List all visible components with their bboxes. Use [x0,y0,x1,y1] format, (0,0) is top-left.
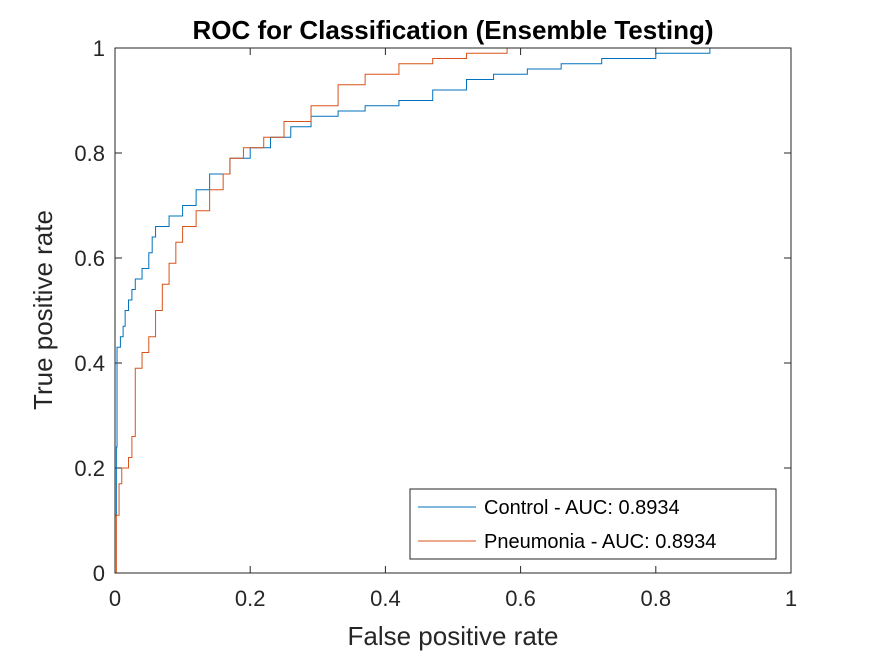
y-axis-label: True positive rate [28,210,58,410]
series-line-pneumonia [115,47,791,574]
x-tick-label: 1 [785,586,797,611]
series-line-control [114,47,791,573]
x-axis-label: False positive rate [348,621,559,651]
y-axis-ticks: 0 0.2 0.4 0.6 0.8 1 [74,36,791,586]
x-tick-label: 0.4 [370,586,401,611]
legend-label-pneumonia: Pneumonia - AUC: 0.8934 [484,531,716,553]
x-tick-label: 0 [109,586,121,611]
x-axis-ticks: 0 0.2 0.4 0.6 0.8 1 [109,48,797,611]
y-tick-label: 0.4 [74,351,105,376]
plot-area [115,48,791,573]
x-tick-label: 0.8 [641,586,672,611]
y-tick-label: 0.8 [74,141,105,166]
legend: Control - AUC: 0.8934 Pneumonia - AUC: 0… [409,488,777,560]
legend-label-control: Control - AUC: 0.8934 [484,497,680,519]
x-tick-label: 0.6 [505,586,536,611]
chart-title: ROC for Classification (Ensemble Testing… [192,15,713,45]
legend-box [409,488,777,560]
series-layer [114,47,791,574]
y-tick-label: 0 [93,561,105,586]
y-tick-label: 1 [93,36,105,61]
y-tick-label: 0.6 [74,246,105,271]
x-tick-label: 0.2 [235,586,266,611]
y-tick-label: 0.2 [74,456,105,481]
plot-frame [114,47,792,574]
